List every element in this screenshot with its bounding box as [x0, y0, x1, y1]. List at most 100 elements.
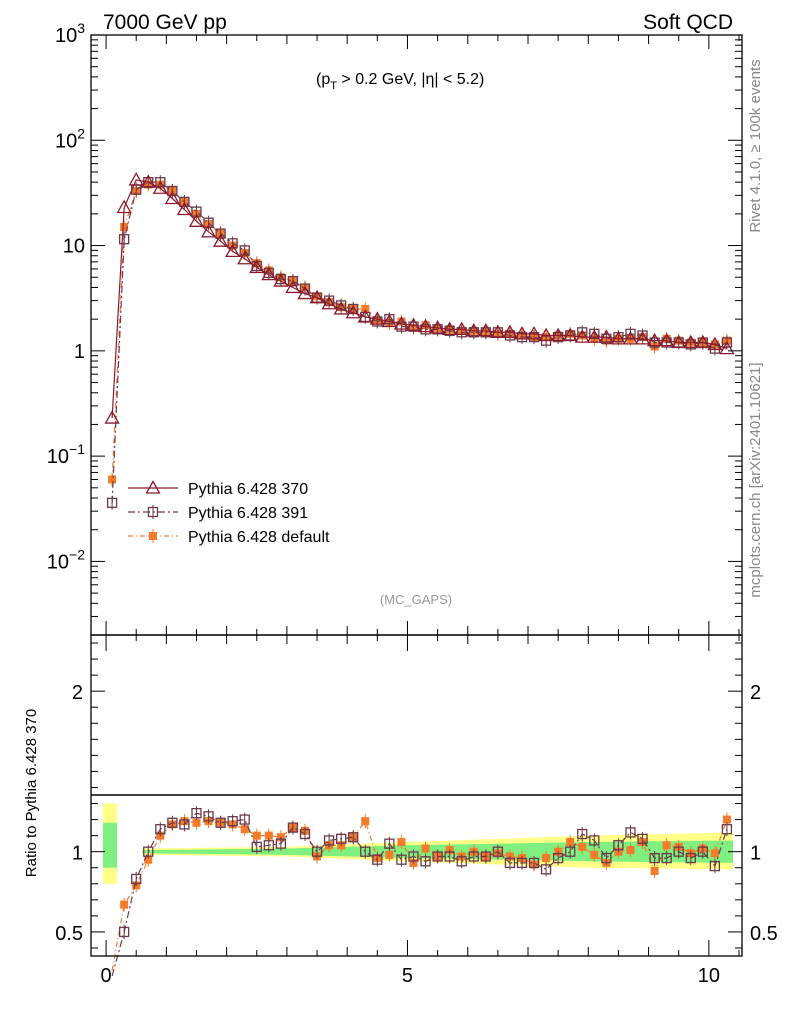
cut-annotation-suffix: > 0.2 GeV, |η| < 5.2) [337, 71, 484, 88]
pythia-6-428-391-point [336, 300, 347, 311]
pythia-6-428-370-point [188, 213, 205, 227]
pythia-6-428-370-point [164, 190, 180, 205]
legend-label-pythia-6-428-370: Pythia 6.428 370 [188, 481, 308, 498]
ratio-pythia-6-428-default-point [144, 855, 153, 864]
ratio-pythia-6-428-391-point [420, 856, 431, 867]
pythia-6-428-391-point [528, 331, 540, 343]
ratio-panel-frame [90, 634, 743, 957]
pythia-6-428-370-point [598, 329, 614, 343]
ratio-pythia-6-428-391-point [155, 824, 166, 835]
pythia-6-428-370-point [405, 317, 422, 331]
x-tick-label: 5 [402, 965, 413, 987]
ratio-pythia-6-428-391-point [468, 851, 479, 862]
pythia-6-428-370-point [369, 311, 385, 325]
ratio-pythia-6-428-default-point [566, 838, 575, 847]
ratio-pythia-6-428-391-point [577, 828, 588, 840]
ratio-pythia-6-428-391-point [504, 857, 516, 869]
pythia-6-428-370-point [393, 316, 410, 330]
ratio-pythia-6-428-391-point [131, 873, 142, 885]
pythia-6-428-370-point [116, 199, 132, 214]
ratio-pythia-6-428-default-point [578, 842, 587, 851]
ratio-pythia-6-428-default-point [397, 838, 406, 847]
y-tick-label-exponent: 3 [77, 20, 85, 36]
ratio-pythia-6-428-391-point [372, 854, 383, 865]
pythia-6-428-391-point [287, 275, 299, 287]
ratio-pythia-6-428-default-point [542, 854, 551, 863]
ratio-pythia-6-428-default-point [192, 818, 201, 827]
legend-marker-pythia-6-428-391 [147, 506, 159, 518]
ratio-pythia-6-428-391-point [528, 857, 540, 869]
pythia-6-428-370-point [514, 326, 530, 340]
y-tick-label: 103 [55, 20, 85, 47]
pythia-6-428-370-point [237, 250, 253, 265]
pythia-6-428-370-point [562, 327, 578, 342]
pythia-6-428-370-point [707, 336, 723, 351]
ratio-pythia-6-428-391-point [709, 860, 721, 872]
y-tick-label-exponent: −2 [69, 546, 85, 562]
pythia-6-428-370-point [610, 331, 627, 345]
pythia-6-428-370-point [490, 324, 506, 338]
legend-marker-pythia-6-428-370 [145, 480, 161, 494]
pythia-6-428-370-point [646, 332, 663, 347]
pythia-6-428-370-series [104, 172, 735, 424]
y-tick-label: 10−2 [47, 546, 85, 573]
ratio-pythia-6-428-default-point [252, 831, 261, 840]
ratio-pythia-6-428-391-point [119, 926, 130, 938]
pythia-6-428-391-point [456, 327, 467, 338]
pythia-6-428-370-point [538, 327, 554, 342]
pythia-6-428-391-point [191, 206, 202, 217]
pythia-6-428-370-point [719, 340, 735, 355]
ratio-pythia-6-428-391-point [553, 852, 564, 864]
cut-annotation-subscript: T [330, 80, 337, 92]
pythia-6-428-370-point [502, 324, 518, 338]
ratio-y-tick-label-right: 1 [750, 843, 761, 865]
pythia-6-428-default-point [361, 304, 370, 313]
pythia-6-428-391-line [111, 181, 728, 503]
y-tick-label-base: 10 [47, 551, 69, 573]
ratio-pythia-6-428-391-point [649, 852, 660, 864]
pythia-6-428-370-point [140, 174, 156, 188]
ratio-pythia-6-428-default-point [385, 850, 394, 859]
ratio-pythia-6-428-391-point [697, 846, 708, 857]
ratio-y-tick-label-left: 0.5 [55, 923, 83, 945]
ratio-pythia-6-428-391-point [348, 832, 359, 843]
y-tick-label-exponent: −1 [69, 441, 85, 457]
y-tick-label-base: 10 [55, 25, 77, 47]
ratio-y-axis-label: Ratio to Pythia 6.428 370 [23, 709, 40, 877]
y-tick-label: 10 [63, 236, 85, 258]
pythia-6-428-391-point [516, 331, 528, 343]
ratio-pythia-6-428-default-point [662, 841, 671, 850]
ratio-pythia-6-428-391-point [661, 852, 672, 864]
header-left-title: 7000 GeV pp [103, 11, 227, 34]
ratio-pythia-6-428-391-point [311, 846, 323, 857]
ratio-pythia-6-428-391-point [721, 824, 733, 835]
side-label-mcplots: mcplots.cern.ch [arXiv:2401.10621] [747, 362, 764, 597]
ratio-pythia-6-428-391-point [637, 833, 648, 844]
ratio-y-tick-label-right: 2 [750, 682, 761, 704]
y-tick-label-exponent: 2 [77, 125, 85, 141]
pythia-6-428-391-point [179, 196, 190, 208]
x-tick-label: 0 [101, 965, 112, 987]
ratio-pythia-6-428-391-point [215, 817, 226, 828]
ratio-pythia-6-428-default-point [710, 849, 719, 858]
pythia-6-428-391-point [227, 238, 238, 249]
ratio-pythia-6-428-391-point [565, 846, 576, 857]
pythia-6-428-391-point [167, 185, 178, 197]
ratio-pythia-6-428-391-point [540, 864, 552, 875]
ratio-pythia-6-428-391-point [263, 840, 274, 851]
ratio-pythia-6-428-391-point [384, 838, 395, 849]
ratio-pythia-6-428-default-point [626, 846, 635, 855]
pythia-6-428-370-point [297, 285, 313, 300]
ratio-pythia-6-428-391-point [275, 838, 287, 849]
pythia-6-428-370-point [285, 279, 301, 294]
cut-annotation-prefix: (p [316, 71, 330, 88]
pythia-6-428-370-point [176, 201, 193, 216]
ratio-pythia-6-428-391-point [456, 856, 467, 867]
pythia-6-428-391-point [348, 303, 359, 315]
legend-marker-pythia-6-428-default [149, 532, 157, 540]
pythia-6-428-370-point [381, 313, 397, 328]
pythia-6-428-391-point [106, 497, 118, 508]
ratio-pythia-6-428-default-point [590, 850, 599, 859]
ratio-pythia-6-428-391-point [480, 851, 491, 862]
